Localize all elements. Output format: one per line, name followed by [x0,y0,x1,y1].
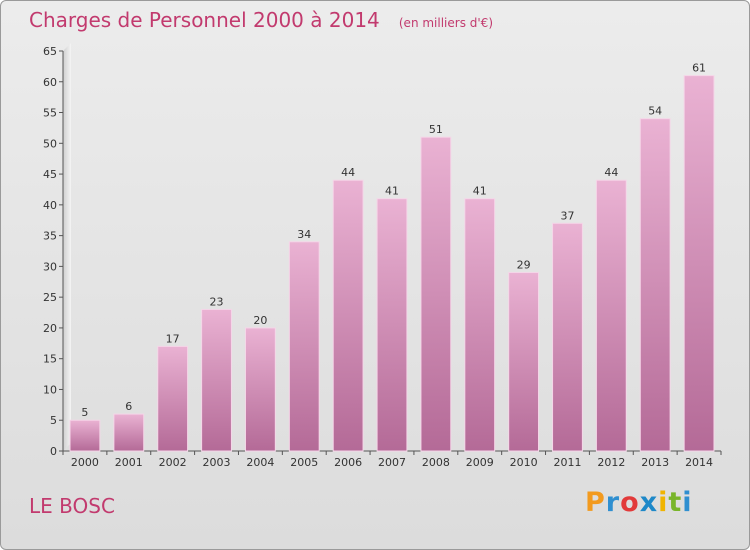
chart-title: Charges de Personnel 2000 à 2014 [29,8,380,32]
data-labels: 5 6 17 23 20 34 44 41 51 41 29 37 44 54 61 [81,62,706,420]
y-tick-label: 60 [43,76,57,89]
data-label: 5 [81,406,88,419]
data-label: 37 [560,209,574,222]
data-label: 34 [297,228,311,241]
bar [69,419,101,452]
y-tick-label: 55 [43,107,57,120]
y-tick-label: 50 [43,137,57,150]
y-tick-label: 65 [43,45,57,58]
bar [288,241,320,452]
data-label: 51 [429,123,443,136]
data-label: 41 [385,185,399,198]
x-tick-label: 2008 [422,456,450,469]
logo-letter: i [682,487,693,518]
data-label: 23 [210,295,224,308]
data-label: 29 [517,259,531,272]
bar [113,413,145,452]
x-tick-label: 2004 [246,456,274,469]
place-name: LE BOSC [29,494,115,518]
x-tick-label: 2014 [685,456,713,469]
bar [683,75,715,452]
x-tick-label: 2001 [115,456,143,469]
y-tick-label: 25 [43,291,57,304]
y-tick-label: 20 [43,322,57,335]
y-tick-label: 40 [43,199,57,212]
y-tick-label: 35 [43,230,57,243]
data-label: 41 [473,185,487,198]
title-block: Charges de Personnel 2000 à 2014 (en mil… [29,8,493,32]
bar [595,179,627,452]
data-label: 6 [125,400,132,413]
y-tick-label: 45 [43,168,57,181]
data-label: 44 [341,166,355,179]
x-tick-label: 2002 [159,456,187,469]
y-tick-label: 10 [43,383,57,396]
x-tick-label: 2005 [290,456,318,469]
bar [464,198,496,452]
data-label: 20 [253,314,267,327]
logo-letter: i [658,487,669,518]
x-tick-label: 2011 [553,456,581,469]
x-tick-label: 2007 [378,456,406,469]
logo-letter: o [620,487,640,518]
logo-letter: P [585,487,606,518]
y-tick-label: 15 [43,353,57,366]
chart-subtitle: (en milliers d'€) [398,16,493,30]
data-label: 54 [648,105,662,118]
bar [332,179,364,452]
bar [420,136,452,452]
x-tick-label: 2010 [510,456,538,469]
y-tick-label: 5 [50,414,57,427]
bar [244,327,276,452]
logo-letter: r [605,487,621,518]
bar [639,118,671,452]
logo-letter: x [639,487,659,518]
x-tick-label: 2003 [203,456,231,469]
data-label: 61 [692,62,706,75]
data-label: 44 [604,166,618,179]
x-tick-label: 2009 [466,456,494,469]
logo-letter: t [668,487,683,518]
bar [376,198,408,452]
x-tick-label: 2012 [597,456,625,469]
bar [201,308,232,452]
bar [508,272,540,452]
proxiti-logo: Proxiti [585,487,693,518]
y-tick-label: 0 [50,445,57,458]
back-wall [63,43,71,451]
bar [552,222,583,452]
x-tick-label: 2013 [641,456,669,469]
y-tick-label: 30 [43,260,57,273]
bar [157,345,189,452]
bars [69,75,715,452]
x-tick-label: 2000 [71,456,99,469]
data-label: 17 [166,332,180,345]
x-tick-label: 2006 [334,456,362,469]
